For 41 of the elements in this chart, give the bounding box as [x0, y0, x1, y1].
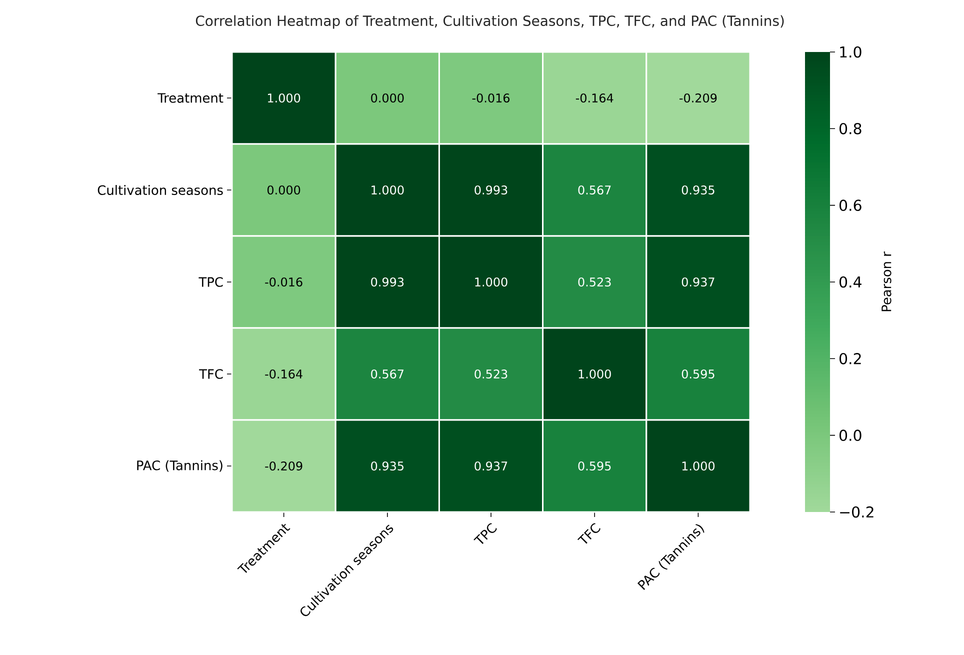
data-label: 0.935	[371, 461, 404, 471]
color-bar-label: 0.0	[840, 430, 862, 441]
x-tick-label: TFC	[577, 523, 600, 544]
data-label: -0.209	[680, 93, 717, 103]
chart-title: Correlation Heatmap of Treatment, Cultivation Seasons, TPC, TFC, and PAC (Tannins)	[196, 15, 784, 29]
data-label: 0.993	[474, 185, 508, 195]
color-bar-label: 0.2	[840, 353, 861, 364]
y-tick-label: PAC (Tannins)	[137, 460, 222, 472]
data-label: -0.164	[265, 369, 302, 379]
data-label: 0.523	[474, 369, 508, 379]
y-tick-label: TFC	[199, 369, 223, 379]
data-label: 1.000	[268, 93, 300, 103]
data-label: 1.000	[578, 369, 611, 379]
data-label: 0.523	[578, 277, 611, 287]
data-label: 0.595	[578, 461, 611, 471]
data-label: -0.016	[472, 93, 510, 103]
color-bar-label: 0.4	[840, 276, 862, 288]
data-label: -0.209	[265, 461, 302, 471]
color-bar-label: 1.0	[840, 46, 862, 58]
data-label: 0.567	[578, 185, 611, 195]
data-label: 0.567	[371, 369, 404, 379]
data-label: 1.000	[372, 185, 404, 195]
data-label: 0.935	[682, 185, 714, 195]
y-tick-label: Treatment	[158, 93, 224, 103]
data-label: 0.595	[682, 369, 714, 379]
x-tick-label: TPC	[474, 523, 497, 544]
data-label: -0.164	[576, 93, 614, 103]
data-label: 0.937	[682, 277, 714, 287]
color-bar-title: Pearson r	[882, 252, 892, 312]
data-label: 1.000	[475, 277, 508, 287]
y-tick-label: Cultivation seasons	[98, 184, 223, 196]
data-label: 0.000	[267, 185, 300, 195]
color-bar-label: −0.2	[840, 506, 874, 518]
data-label: 1.000	[682, 461, 715, 471]
data-label: -0.016	[265, 277, 302, 287]
y-tick-label: TPC	[198, 277, 223, 287]
data-label: 0.993	[371, 277, 404, 287]
color-bar-label: 0.8	[840, 123, 862, 134]
color-bar-label: 0.6	[840, 200, 862, 211]
data-label: 0.000	[371, 93, 404, 103]
data-label: 0.937	[474, 461, 508, 471]
